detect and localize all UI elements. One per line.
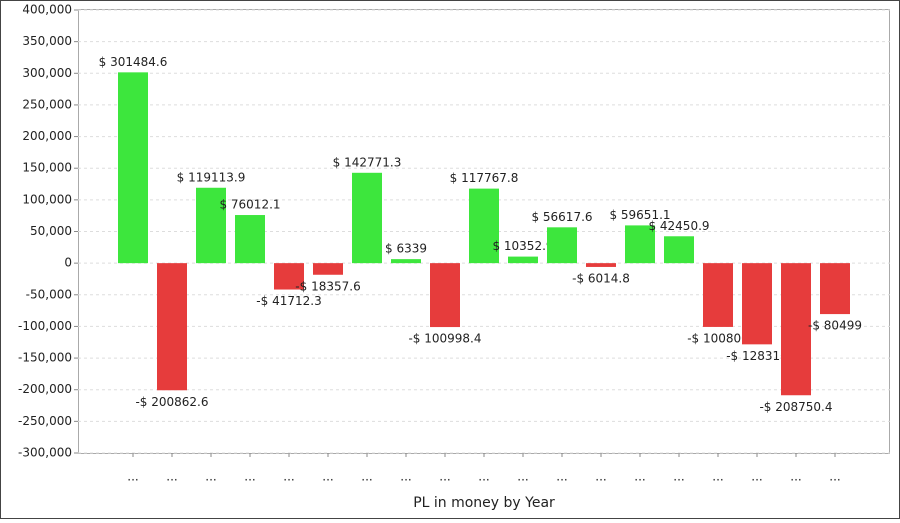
bar <box>469 188 499 264</box>
data-label: -$ 18357.6 <box>295 279 360 293</box>
data-label: $ 59651.1 <box>609 208 670 222</box>
bar <box>664 236 694 264</box>
bar <box>508 256 538 264</box>
bar <box>625 225 655 264</box>
bar <box>820 263 850 315</box>
data-label: $ 6339 <box>385 242 427 256</box>
x-tick-label: ... <box>127 470 138 484</box>
bar <box>196 187 226 264</box>
y-tick-label: 400,000 <box>22 3 72 17</box>
y-tick-label: 0 <box>64 256 72 270</box>
x-tick-label: ... <box>556 470 567 484</box>
y-tick-label: -200,000 <box>18 382 72 396</box>
x-tick-label: ... <box>283 470 294 484</box>
x-tick-label: ... <box>595 470 606 484</box>
bar <box>352 172 382 264</box>
bar <box>274 263 304 290</box>
bar <box>586 263 616 267</box>
data-label: -$ 41712.3 <box>256 294 321 308</box>
bar <box>313 263 343 275</box>
y-tick-label: 350,000 <box>22 34 72 48</box>
data-label: $ 56617.6 <box>531 210 592 224</box>
x-axis-label: PL in money by Year <box>413 495 555 511</box>
y-tick-label: -50,000 <box>26 287 72 301</box>
data-label: -$ 80499 <box>808 319 862 333</box>
bar <box>742 263 772 345</box>
bar <box>781 263 811 396</box>
x-tick-label: ... <box>712 470 723 484</box>
x-tick-label: ... <box>517 470 528 484</box>
y-tick-label: 150,000 <box>22 161 72 175</box>
bar <box>118 72 148 264</box>
bar <box>391 259 421 264</box>
y-tick-label: 250,000 <box>22 97 72 111</box>
x-tick-label: ... <box>244 470 255 484</box>
x-tick-label: ... <box>790 470 801 484</box>
x-tick-label: ... <box>400 470 411 484</box>
x-tick-label: ... <box>478 470 489 484</box>
bar <box>235 215 265 264</box>
data-label: $ 10352.9 <box>492 239 553 253</box>
y-tick-label: 50,000 <box>30 224 72 238</box>
y-tick-label: -150,000 <box>18 351 72 365</box>
data-label: $ 42450.9 <box>648 219 709 233</box>
data-label: -$ 100800 <box>687 331 749 345</box>
data-label: $ 119113.9 <box>177 170 246 184</box>
data-label: -$ 208750.4 <box>759 400 832 414</box>
x-tick-label: ... <box>205 470 216 484</box>
data-label: -$ 100998.4 <box>408 332 481 346</box>
data-label: $ 301484.6 <box>99 55 168 69</box>
bar <box>547 227 577 264</box>
x-tick-label: ... <box>751 470 762 484</box>
x-tick-label: ... <box>439 470 450 484</box>
x-tick-label: ... <box>322 470 333 484</box>
x-tick-label: ... <box>361 470 372 484</box>
bar <box>157 263 187 391</box>
bar <box>703 263 733 327</box>
data-label: $ 76012.1 <box>219 198 280 212</box>
data-label: -$ 200862.6 <box>135 395 208 409</box>
data-label: -$ 128310 <box>726 349 788 363</box>
x-tick-label: ... <box>166 470 177 484</box>
y-tick-label: -250,000 <box>18 414 72 428</box>
bar <box>430 263 460 328</box>
y-tick-label: -300,000 <box>18 446 72 460</box>
x-tick-label: ... <box>829 470 840 484</box>
data-label: $ 142771.3 <box>333 155 402 169</box>
data-label: $ 117767.8 <box>450 171 519 185</box>
y-tick-label: 300,000 <box>22 66 72 80</box>
x-tick-label: ... <box>634 470 645 484</box>
y-tick-label: 100,000 <box>22 192 72 206</box>
y-tick-label: 200,000 <box>22 129 72 143</box>
x-tick-label: ... <box>673 470 684 484</box>
data-label: -$ 6014.8 <box>572 271 630 285</box>
y-tick-label: -100,000 <box>18 319 72 333</box>
